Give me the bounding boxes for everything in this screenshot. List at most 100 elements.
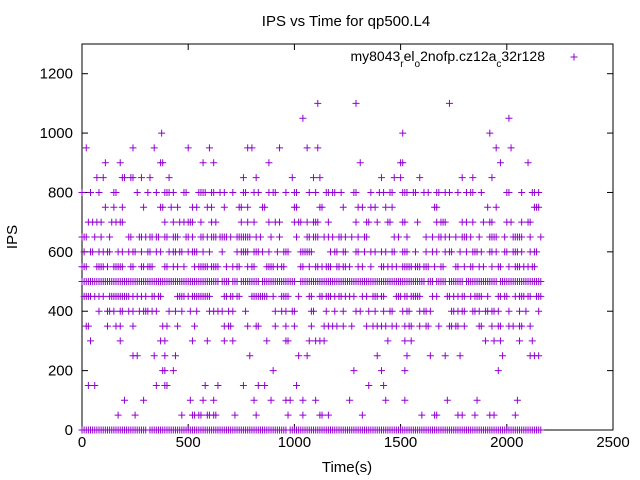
data-point <box>101 203 109 211</box>
data-point <box>456 352 464 360</box>
data-point <box>244 218 252 226</box>
data-point <box>356 307 364 315</box>
data-point <box>469 174 477 182</box>
data-point <box>445 99 453 107</box>
y-tick-label: 1200 <box>40 66 73 83</box>
data-point <box>265 159 273 167</box>
data-point <box>433 411 441 419</box>
data-point <box>516 337 524 345</box>
data-point <box>460 292 468 300</box>
data-point <box>84 322 92 330</box>
data-point <box>288 174 296 182</box>
data-point <box>352 188 360 196</box>
data-point <box>142 292 150 300</box>
data-point <box>254 322 262 330</box>
data-point <box>252 411 260 419</box>
data-point <box>405 307 413 315</box>
data-point <box>526 218 534 226</box>
data-point <box>161 367 169 375</box>
data-point <box>337 188 345 196</box>
data-point <box>477 248 485 256</box>
data-point <box>469 218 477 226</box>
data-point <box>229 307 237 315</box>
data-point <box>473 396 481 404</box>
data-point <box>503 292 511 300</box>
data-point <box>518 188 526 196</box>
data-point <box>365 381 373 389</box>
data-point <box>388 203 396 211</box>
data-point <box>127 233 135 241</box>
data-point <box>150 352 158 360</box>
chart-title: IPS vs Time for qp500.L4 <box>262 13 430 30</box>
data-point <box>518 233 526 241</box>
data-point <box>95 307 103 315</box>
data-point <box>165 174 173 182</box>
data-point <box>186 396 194 404</box>
data-point <box>452 233 460 241</box>
data-point <box>280 263 288 271</box>
data-point <box>365 307 373 315</box>
data-point <box>284 292 292 300</box>
data-point <box>403 233 411 241</box>
data-point <box>488 263 496 271</box>
data-point <box>386 218 394 226</box>
data-point <box>171 352 179 360</box>
data-point <box>154 233 162 241</box>
data-point <box>341 248 349 256</box>
data-point <box>212 218 220 226</box>
data-point <box>212 411 220 419</box>
data-point <box>371 307 379 315</box>
data-point <box>191 322 199 330</box>
data-point <box>269 367 277 375</box>
data-point <box>261 203 269 211</box>
data-point <box>505 188 513 196</box>
data-point <box>284 337 292 345</box>
data-point <box>475 307 483 315</box>
data-point <box>333 248 341 256</box>
data-point <box>518 218 526 226</box>
data-point <box>329 233 337 241</box>
data-point <box>282 307 290 315</box>
data-point <box>290 278 298 286</box>
data-point <box>416 292 424 300</box>
data-point <box>399 129 407 137</box>
data-point <box>273 248 281 256</box>
data-point <box>118 203 126 211</box>
data-point <box>254 188 262 196</box>
data-point <box>235 292 243 300</box>
x-tick-label: 1000 <box>278 434 311 451</box>
data-point <box>271 188 279 196</box>
data-point <box>174 263 182 271</box>
data-point <box>496 263 504 271</box>
data-point <box>82 144 90 152</box>
data-point <box>144 188 152 196</box>
data-point <box>537 426 545 434</box>
data-point <box>199 248 207 256</box>
y-tick-label: 600 <box>48 244 73 261</box>
data-point <box>203 337 211 345</box>
data-point <box>137 248 145 256</box>
data-point <box>116 322 124 330</box>
y-axis-label: IPS <box>4 225 21 249</box>
data-point <box>169 188 177 196</box>
data-point <box>535 203 543 211</box>
data-point <box>462 248 470 256</box>
data-point <box>307 292 315 300</box>
data-point <box>120 396 128 404</box>
data-point <box>454 188 462 196</box>
data-point <box>486 129 494 137</box>
data-point <box>318 203 326 211</box>
data-point <box>169 218 177 226</box>
data-point <box>84 381 92 389</box>
data-point <box>186 307 194 315</box>
data-point <box>86 188 94 196</box>
data-point <box>526 233 534 241</box>
data-point <box>103 322 111 330</box>
data-point <box>327 263 335 271</box>
data-point <box>244 203 252 211</box>
data-point <box>159 203 167 211</box>
data-point <box>388 188 396 196</box>
data-point <box>256 233 264 241</box>
data-point <box>178 411 186 419</box>
data-point <box>458 411 466 419</box>
